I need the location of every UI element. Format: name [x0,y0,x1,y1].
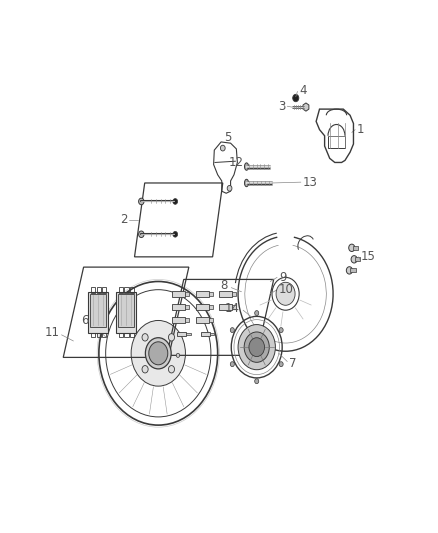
Text: 1: 1 [357,123,364,136]
Bar [124,287,129,293]
Circle shape [142,334,148,341]
Bar [102,333,106,337]
Circle shape [138,198,144,205]
Circle shape [230,328,234,333]
Circle shape [254,311,259,316]
Polygon shape [116,292,136,333]
Circle shape [169,366,174,373]
Bar [210,333,214,335]
Circle shape [349,244,355,252]
Circle shape [279,362,283,367]
Bar [196,317,208,324]
Polygon shape [118,294,134,327]
Text: 12: 12 [229,156,244,169]
Text: 11: 11 [45,326,60,340]
Bar [102,287,106,293]
Circle shape [244,332,269,362]
Bar [185,318,189,322]
Circle shape [351,256,357,263]
Bar [91,333,95,337]
Circle shape [238,325,276,370]
Bar [353,246,358,250]
Circle shape [149,342,168,365]
Circle shape [293,94,299,102]
Bar [119,287,123,293]
Circle shape [142,366,148,373]
Bar [328,136,345,148]
Polygon shape [303,103,309,111]
Text: 5: 5 [224,131,232,144]
Text: 13: 13 [303,176,318,189]
Bar [185,292,189,296]
Text: 10: 10 [279,283,293,296]
Bar [130,333,134,337]
Bar [196,291,208,297]
Text: 15: 15 [360,251,375,263]
Circle shape [145,338,171,369]
Text: 3: 3 [278,100,286,113]
Text: 9: 9 [279,271,286,284]
Bar [172,291,185,297]
Circle shape [176,353,180,358]
Bar [219,291,232,297]
Circle shape [279,328,283,333]
Circle shape [346,266,353,274]
Text: 6: 6 [81,314,88,327]
Circle shape [249,338,265,357]
Bar [201,332,210,336]
Circle shape [173,231,178,237]
Bar [219,304,232,310]
Ellipse shape [244,163,249,170]
Text: 8: 8 [220,279,228,292]
Circle shape [254,379,259,384]
Text: 7: 7 [289,357,297,370]
Bar [232,292,237,296]
Bar [208,305,212,309]
Bar [208,318,212,322]
Bar [124,333,129,337]
Bar [187,333,191,335]
Bar [130,287,134,293]
Polygon shape [88,292,108,333]
Text: 14: 14 [225,302,240,314]
Circle shape [276,282,295,305]
Bar [232,305,237,309]
Text: 4: 4 [299,84,307,97]
Bar [172,317,185,324]
Bar [208,292,212,296]
Bar [185,305,189,309]
Circle shape [169,334,174,341]
Bar [196,304,208,310]
Circle shape [230,362,234,367]
Bar [119,333,123,337]
Bar [172,304,185,310]
Circle shape [131,320,185,386]
Polygon shape [90,294,106,327]
Ellipse shape [244,179,249,187]
Text: 2: 2 [120,213,128,227]
Bar [355,257,360,261]
Bar [96,333,101,337]
Circle shape [173,199,178,204]
Circle shape [220,145,225,151]
Bar [96,287,101,293]
Circle shape [227,185,232,191]
Bar [350,268,356,272]
Bar [91,287,95,293]
Circle shape [138,231,144,238]
Bar [177,332,187,336]
